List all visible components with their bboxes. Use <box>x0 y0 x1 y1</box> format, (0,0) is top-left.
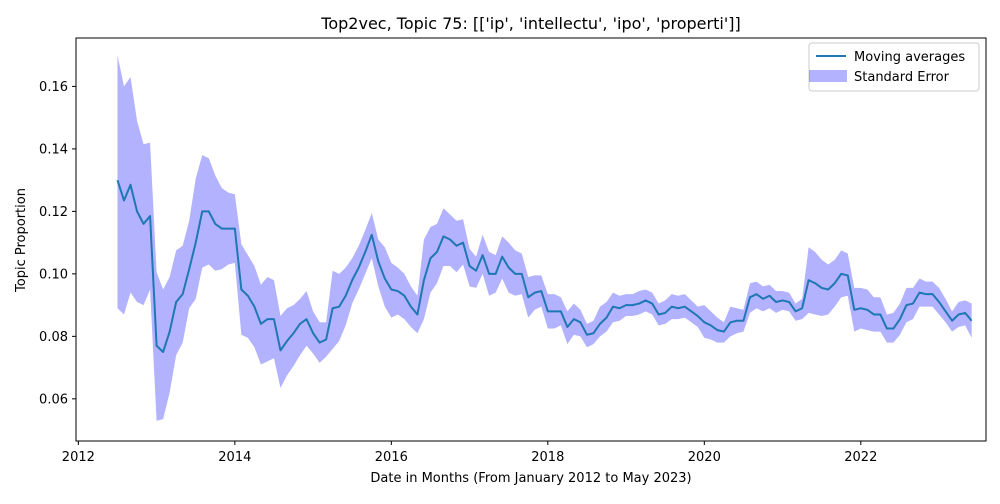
legend-band-swatch <box>809 70 847 82</box>
moving-average-layer <box>116 179 973 353</box>
legend-box <box>808 42 980 92</box>
y-tick-label: 0.12 <box>39 205 68 220</box>
moving-average-line <box>116 179 973 353</box>
x-tick-label: 2012 <box>62 450 95 465</box>
y-axis: 0.06 0.08 0.10 0.12 0.14 0.16 <box>39 80 76 407</box>
x-tick-label: 2022 <box>844 450 877 465</box>
y-axis-label: Topic Proportion <box>14 188 29 293</box>
legend-entry-standard-error: Standard Error <box>854 70 950 85</box>
x-axis-label: Date in Months (From January 2012 to May… <box>370 471 691 486</box>
x-tick-label: 2014 <box>218 450 251 465</box>
y-tick-label: 0.16 <box>39 80 68 95</box>
y-tick-label: 0.10 <box>39 267 68 282</box>
legend: Moving averages Standard Error <box>808 42 980 92</box>
x-tick-label: 2016 <box>375 450 408 465</box>
standard-error-band <box>117 55 972 421</box>
y-tick-label: 0.08 <box>39 330 68 345</box>
chart-title: Top2vec, Topic 75: [['ip', 'intellectu',… <box>320 14 740 33</box>
plot-frame <box>75 37 987 442</box>
x-axis: 2012 2014 2016 2018 2020 2022 <box>62 441 877 465</box>
y-tick-label: 0.14 <box>39 142 68 157</box>
x-tick-label: 2018 <box>531 450 564 465</box>
legend-entry-moving-averages: Moving averages <box>854 50 965 65</box>
y-tick-label: 0.06 <box>39 392 68 407</box>
x-tick-label: 2020 <box>688 450 721 465</box>
standard-error-layer <box>117 55 972 421</box>
